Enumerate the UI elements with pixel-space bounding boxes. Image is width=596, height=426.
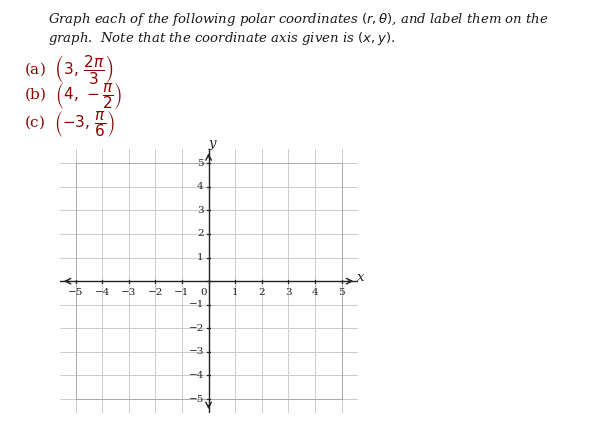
Text: graph.  Note that the coordinate axis given is $(x, y)$.: graph. Note that the coordinate axis giv…: [48, 30, 395, 47]
Text: −4: −4: [188, 371, 204, 380]
Text: 4: 4: [312, 288, 318, 297]
Text: 0: 0: [200, 288, 207, 297]
Text: 5: 5: [339, 288, 345, 297]
Text: 1: 1: [232, 288, 238, 297]
Text: Graph each of the following polar coordinates $(r, \theta)$, and label them on t: Graph each of the following polar coordi…: [48, 11, 548, 28]
Text: 3: 3: [285, 288, 291, 297]
Text: −2: −2: [188, 324, 204, 333]
Text: (b)  $\left(4,\, -\dfrac{\pi}{2}\right)$: (b) $\left(4,\, -\dfrac{\pi}{2}\right)$: [24, 81, 122, 111]
Text: (a)  $\left(3,\, \dfrac{2\pi}{3}\right)$: (a) $\left(3,\, \dfrac{2\pi}{3}\right)$: [24, 53, 113, 86]
Text: −4: −4: [95, 288, 110, 297]
Text: 3: 3: [197, 206, 204, 215]
Text: −1: −1: [174, 288, 190, 297]
Text: 2: 2: [259, 288, 265, 297]
Text: 1: 1: [197, 253, 204, 262]
Text: −1: −1: [188, 300, 204, 309]
Text: y: y: [209, 137, 216, 150]
Text: −3: −3: [121, 288, 136, 297]
Text: x: x: [357, 271, 365, 284]
Text: 2: 2: [197, 230, 204, 239]
Text: −5: −5: [68, 288, 83, 297]
Text: −3: −3: [188, 348, 204, 357]
Text: 5: 5: [197, 159, 204, 168]
Text: −5: −5: [188, 394, 204, 403]
Text: (c)  $\left(-3,\, \dfrac{\pi}{6}\right)$: (c) $\left(-3,\, \dfrac{\pi}{6}\right)$: [24, 109, 115, 138]
Text: −2: −2: [148, 288, 163, 297]
Text: 4: 4: [197, 182, 204, 191]
